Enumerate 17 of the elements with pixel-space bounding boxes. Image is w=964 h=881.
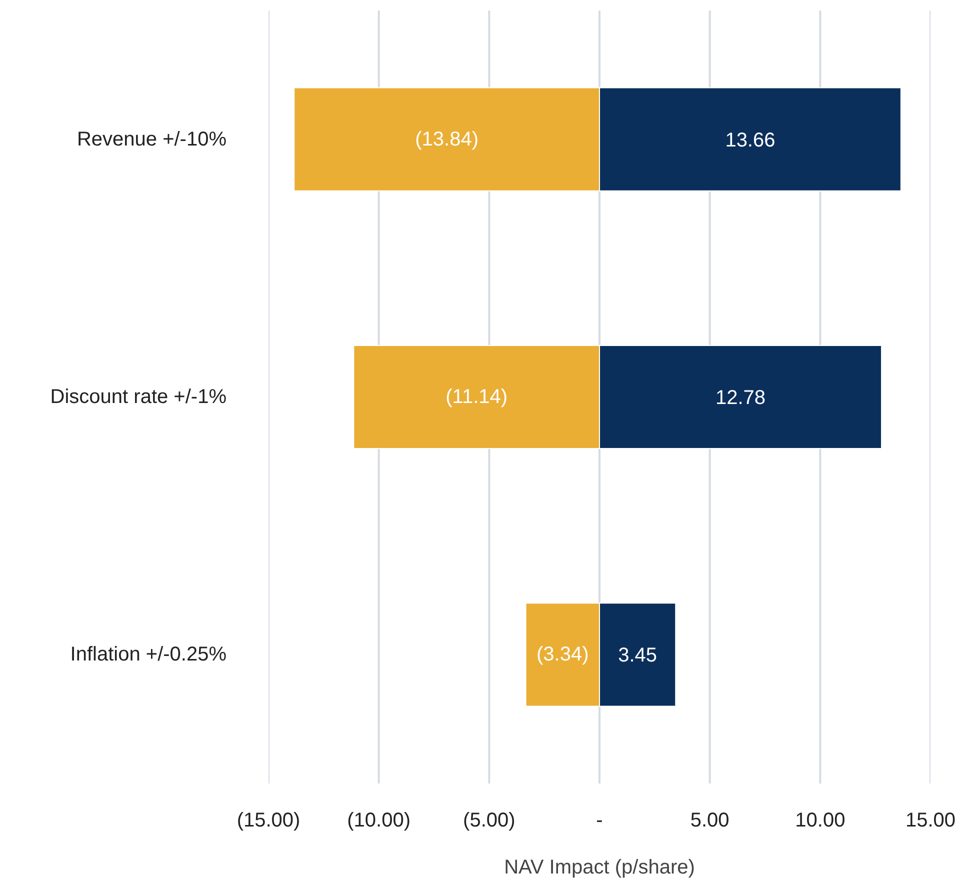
- x-tick-label: 15.00: [905, 810, 956, 832]
- x-tick-label: 5.00: [690, 810, 730, 832]
- y-tick-label: Discount rate +/-1%: [50, 386, 227, 408]
- data-label: (3.34): [536, 644, 589, 666]
- data-label: (13.84): [415, 128, 478, 150]
- x-tick-label: (15.00): [236, 810, 300, 832]
- x-axis-title: NAV Impact (p/share): [504, 856, 695, 878]
- x-tick-label: 10.00: [795, 810, 846, 832]
- data-label: (11.14): [446, 386, 508, 408]
- x-tick-label: (5.00): [463, 810, 516, 832]
- y-tick-label: Revenue +/-10%: [76, 128, 227, 150]
- x-tick-label: (10.00): [347, 810, 411, 832]
- data-label: 13.66: [725, 129, 776, 152]
- y-tick-label: Inflation +/-0.25%: [70, 644, 227, 666]
- x-tick-label: -: [596, 810, 603, 832]
- data-label: 12.78: [715, 387, 766, 409]
- data-label: 3.45: [618, 644, 658, 667]
